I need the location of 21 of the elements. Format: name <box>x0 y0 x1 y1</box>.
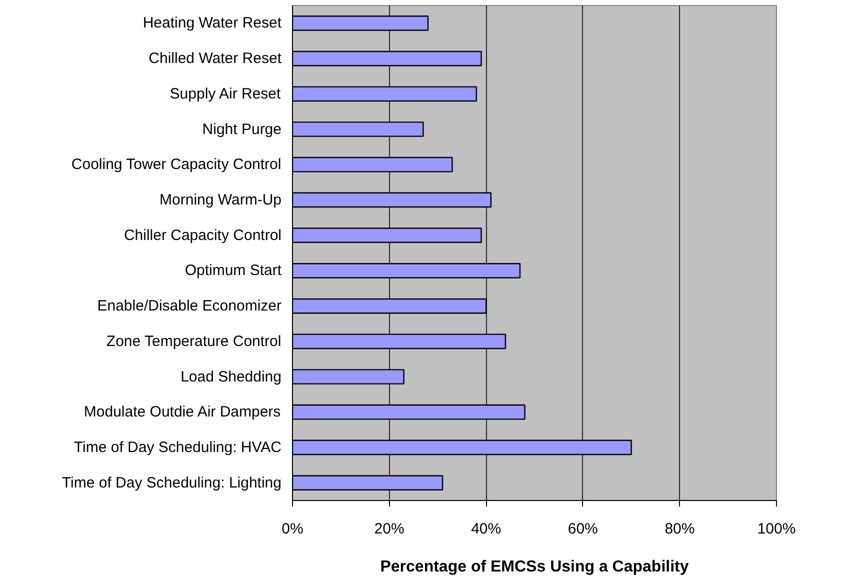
y-tick-label: Supply Air Reset <box>170 85 282 102</box>
x-tick-label: 40% <box>471 520 502 538</box>
y-tick-label: Load Shedding <box>180 368 282 386</box>
y-tick-label: Optimum Start <box>184 262 282 280</box>
x-tick-label: 0% <box>282 520 304 538</box>
x-tick-label: 60% <box>568 520 598 538</box>
y-tick-label: Morning Warm-Up <box>160 191 282 208</box>
y-tick-label: Zone Temperature Control <box>106 332 282 350</box>
y-tick-label: Heating Water Reset <box>142 14 282 32</box>
x-axis-title: Percentage of EMCSs Using a Capability <box>380 558 689 576</box>
y-tick-label: Enable/Disable Economizer <box>97 298 282 315</box>
y-tick-label: Chiller Capacity Control <box>124 226 282 244</box>
y-tick-label: Time of Day Scheduling: HVAC <box>74 438 282 456</box>
y-tick-label: Chilled Water Reset <box>148 50 282 68</box>
y-tick-label: Modulate Outdie Air Dampers <box>84 404 281 421</box>
y-tick-label: Cooling Tower Capacity Control <box>71 156 282 174</box>
y-tick-label: Night Purge <box>202 120 282 138</box>
y-tick-label: Time of Day Scheduling: Lighting <box>62 474 282 492</box>
x-tick-label: 20% <box>374 520 404 538</box>
x-tick-label: 100% <box>757 520 796 538</box>
x-tick-label: 80% <box>664 520 695 538</box>
